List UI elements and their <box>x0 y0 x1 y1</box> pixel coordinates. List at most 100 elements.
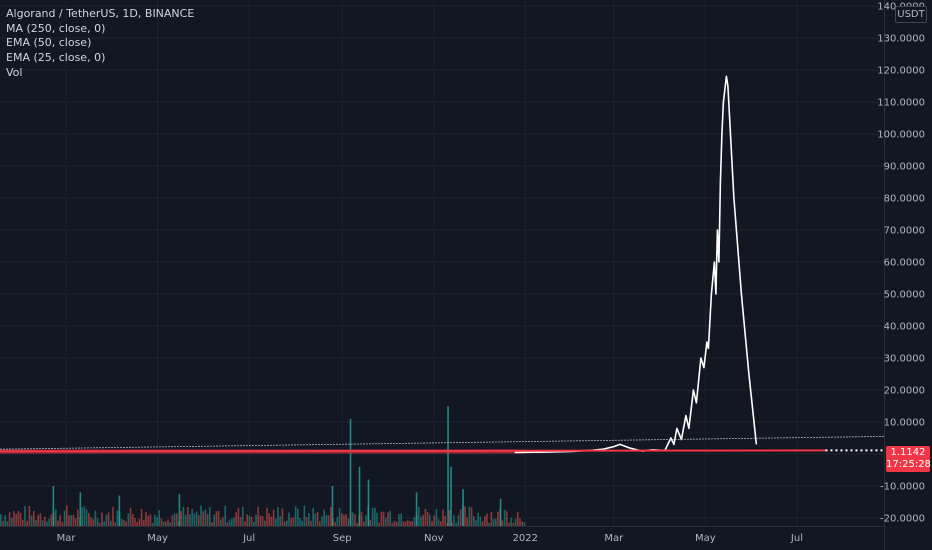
volume-bar <box>215 511 218 526</box>
volume-bar <box>127 513 130 526</box>
legend-ma250[interactable]: MA (250, close, 0) <box>6 21 106 35</box>
legend-ema25[interactable]: EMA (25, close, 0) <box>6 51 106 65</box>
chart-legend: Algorand / TetherUS, 1D, BINANCE MA (250… <box>6 7 194 81</box>
volume-bar <box>222 517 224 526</box>
volume-bar <box>440 521 442 526</box>
volume-bar <box>473 516 475 526</box>
series-line-1 <box>0 449 826 453</box>
volume-bar <box>35 519 37 526</box>
volume-bar <box>325 514 328 526</box>
volume-bar <box>66 505 68 526</box>
volume-bar <box>200 505 202 526</box>
volume-bar <box>345 514 347 526</box>
volume-bar <box>154 514 156 526</box>
volume-bar <box>162 521 165 526</box>
volume-bar <box>248 515 251 526</box>
volume-bar <box>292 517 295 526</box>
volume-bar <box>266 507 268 526</box>
y-tick-label: 90.0000 <box>884 162 925 173</box>
volume-bar <box>426 511 429 526</box>
volume-bar <box>261 515 264 526</box>
volume-bar <box>466 517 468 526</box>
volume-bar <box>17 510 20 526</box>
volume-bar <box>184 514 187 526</box>
x-tick-label: Sep <box>333 533 352 544</box>
currency-label[interactable]: USDT <box>895 6 927 23</box>
legend-vol[interactable]: Vol <box>6 65 23 79</box>
volume-bar <box>147 515 149 526</box>
volume-bar <box>314 513 317 526</box>
volume-bar <box>523 522 526 526</box>
volume-bar <box>459 509 462 526</box>
volume-bar <box>404 521 407 526</box>
volume-bar <box>268 513 270 526</box>
volume-bar <box>101 512 103 526</box>
volume-bar <box>435 508 438 526</box>
volume-bar <box>290 518 292 526</box>
volume-bar <box>57 520 59 526</box>
volume-bar <box>187 507 189 526</box>
legend-ema50[interactable]: EMA (50, close) <box>6 36 92 50</box>
volume-bar <box>68 515 70 526</box>
volume-bar <box>231 518 233 526</box>
volume-bar <box>376 512 378 526</box>
volume-spike <box>52 486 55 526</box>
volume-bar <box>145 511 147 526</box>
volume-bar <box>50 514 53 526</box>
volume-bar <box>422 514 424 526</box>
volume-bar <box>191 508 193 526</box>
volume-bar <box>6 521 9 526</box>
y-tick-label: 40.0000 <box>884 322 925 333</box>
volume-bar <box>61 522 64 526</box>
volume-bar <box>330 507 332 526</box>
volume-bar <box>481 521 484 526</box>
volume-bar <box>176 513 178 526</box>
volume-bar <box>26 520 28 526</box>
volume-bar <box>356 522 358 526</box>
volume-bar <box>343 514 345 526</box>
volume-spike <box>447 406 449 526</box>
volume-bar <box>393 520 396 526</box>
volume-spike <box>450 466 452 526</box>
volume-bar <box>99 522 101 526</box>
volume-bar <box>46 521 48 526</box>
volume-bar <box>63 510 66 526</box>
countdown-timer: 17:25:28 <box>886 459 931 470</box>
legend-symbol[interactable]: Algorand / TetherUS, 1D, BINANCE <box>6 7 195 20</box>
volume-bar <box>299 518 301 526</box>
volume-bar <box>270 516 273 526</box>
volume-bar <box>272 509 275 526</box>
volume-bar <box>33 510 35 526</box>
volume-spike <box>79 492 82 526</box>
volume-bar <box>250 517 253 526</box>
volume-bar <box>275 518 277 526</box>
volume-bar <box>301 520 303 526</box>
volume-bar <box>312 508 314 526</box>
volume-bar <box>336 516 339 526</box>
volume-bar <box>134 517 136 526</box>
volume-bar <box>24 506 26 526</box>
volume-bar <box>15 514 17 526</box>
volume-bar <box>123 519 125 526</box>
volume-bar <box>316 512 319 526</box>
volume-bar <box>517 512 519 526</box>
volume-bar <box>72 514 75 526</box>
series-line-0 <box>514 75 758 454</box>
volume-bar <box>92 519 94 526</box>
volume-bar <box>492 518 495 526</box>
volume-bar <box>246 514 248 526</box>
volume-bar <box>255 514 257 526</box>
volume-bar <box>396 521 398 526</box>
volume-bar <box>70 515 72 526</box>
volume-bar <box>495 518 497 526</box>
volume-bar <box>297 508 299 526</box>
volume-bar <box>501 520 504 526</box>
volume-bar <box>286 520 288 526</box>
volume-bar <box>334 522 336 526</box>
volume-bar <box>303 505 306 526</box>
volume-spike <box>462 489 464 526</box>
volume-bar <box>44 516 46 526</box>
volume-bar <box>85 509 88 526</box>
y-tick-label: 30.0000 <box>884 354 925 365</box>
